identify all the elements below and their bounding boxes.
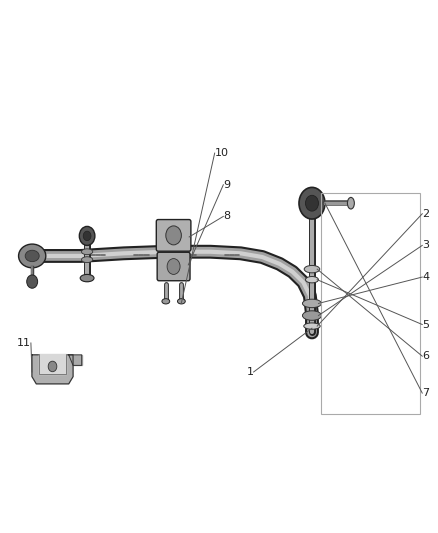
Circle shape — [48, 361, 57, 372]
Text: 2: 2 — [422, 209, 429, 219]
Text: 5: 5 — [422, 319, 429, 329]
Circle shape — [167, 259, 180, 274]
FancyBboxPatch shape — [157, 252, 190, 281]
Text: 3: 3 — [422, 240, 429, 251]
Circle shape — [79, 227, 95, 245]
Text: 6: 6 — [422, 351, 429, 361]
Ellipse shape — [177, 298, 185, 304]
FancyBboxPatch shape — [157, 231, 165, 243]
Ellipse shape — [305, 277, 318, 283]
Text: 10: 10 — [215, 148, 229, 158]
Circle shape — [83, 231, 91, 241]
Polygon shape — [69, 355, 82, 366]
Text: 1: 1 — [247, 367, 254, 377]
Ellipse shape — [18, 244, 46, 268]
Bar — [321, 192, 420, 414]
FancyBboxPatch shape — [182, 231, 190, 243]
Circle shape — [166, 226, 181, 245]
FancyBboxPatch shape — [182, 255, 189, 266]
Circle shape — [305, 195, 318, 211]
Ellipse shape — [162, 298, 170, 304]
Ellipse shape — [347, 197, 354, 209]
Circle shape — [299, 188, 325, 219]
Polygon shape — [32, 355, 73, 384]
Ellipse shape — [304, 323, 320, 329]
Ellipse shape — [303, 311, 321, 320]
Text: 8: 8 — [223, 212, 230, 221]
Ellipse shape — [81, 257, 93, 263]
FancyBboxPatch shape — [156, 220, 191, 251]
Text: 7: 7 — [422, 388, 429, 398]
Ellipse shape — [80, 274, 94, 282]
Ellipse shape — [304, 265, 320, 273]
FancyBboxPatch shape — [158, 255, 165, 266]
Text: 4: 4 — [422, 272, 429, 282]
Ellipse shape — [81, 249, 93, 255]
Ellipse shape — [303, 299, 321, 308]
Ellipse shape — [25, 251, 39, 262]
Circle shape — [27, 275, 38, 288]
Text: 9: 9 — [223, 180, 230, 190]
Text: 11: 11 — [17, 338, 31, 348]
Polygon shape — [39, 354, 66, 374]
